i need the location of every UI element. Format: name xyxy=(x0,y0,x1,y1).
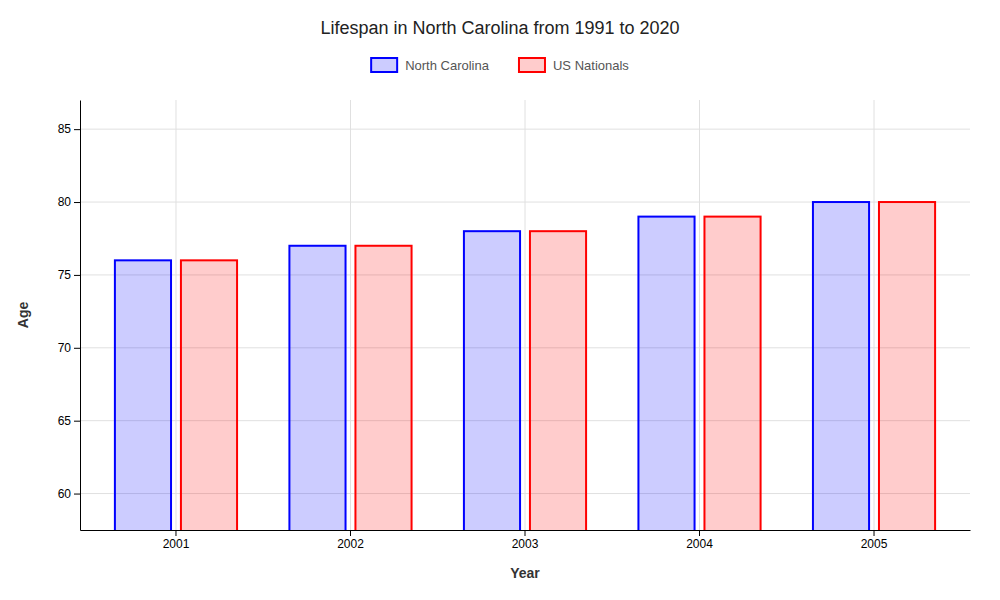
legend-swatch xyxy=(371,58,397,72)
x-tick-label: 2005 xyxy=(861,537,888,551)
x-tick: 2004 xyxy=(686,530,713,551)
y-tick-mark xyxy=(74,202,80,203)
x-tick-mark xyxy=(874,530,875,536)
bar xyxy=(355,246,411,530)
x-tick-label: 2002 xyxy=(337,537,364,551)
series-0 xyxy=(115,202,869,530)
plot-area: 60 65 70 75 80 85 2001 2002 2003 2004 2005 xyxy=(58,100,971,600)
bar xyxy=(638,217,694,530)
x-grid-line xyxy=(175,100,176,530)
x-tick-label: 2003 xyxy=(512,537,539,551)
y-tick-label: 60 xyxy=(58,487,72,501)
y-tick: 80 xyxy=(58,195,80,209)
series-1 xyxy=(181,202,935,530)
y-tick-mark xyxy=(74,494,80,495)
y-axis-line xyxy=(80,101,81,531)
bar xyxy=(813,202,869,530)
x-tick-mark xyxy=(175,530,176,536)
x-tick: 2001 xyxy=(163,530,190,551)
y-tick-label: 75 xyxy=(58,268,72,282)
legend-label: US Nationals xyxy=(553,58,629,73)
x-grid-line xyxy=(699,100,700,530)
x-tick-label: 2004 xyxy=(686,537,713,551)
x-tick: 2003 xyxy=(512,530,539,551)
y-tick: 60 xyxy=(58,487,80,501)
y-tick-label: 70 xyxy=(58,341,72,355)
x-tick-label: 2001 xyxy=(163,537,190,551)
x-tick-mark xyxy=(525,530,526,536)
y-tick: 65 xyxy=(58,414,80,428)
x-tick-mark xyxy=(699,530,700,536)
x-axis: 2001 2002 2003 2004 2005 xyxy=(81,530,971,551)
y-tick-mark xyxy=(74,129,80,130)
legend-swatch xyxy=(519,58,545,72)
x-grid-line xyxy=(350,100,351,530)
bar xyxy=(181,260,237,530)
y-tick: 85 xyxy=(58,122,80,136)
bar xyxy=(704,217,760,530)
legend: North Carolina US Nationals xyxy=(371,58,629,73)
bar xyxy=(530,231,586,530)
legend-item: North Carolina xyxy=(371,58,490,73)
legend-item: US Nationals xyxy=(519,58,629,73)
chart: 60 65 70 75 80 85 2001 2002 2003 2004 2005 Year Age L… xyxy=(0,0,1000,600)
y-tick-label: 80 xyxy=(58,195,72,209)
x-tick-mark xyxy=(350,530,351,536)
title: Lifespan in North Carolina from 1991 to … xyxy=(320,18,679,38)
x-grid-line xyxy=(874,100,875,530)
y-axis: 60 65 70 75 80 85 xyxy=(58,101,81,531)
y-tick-mark xyxy=(74,275,80,276)
y-tick-label: 65 xyxy=(58,414,72,428)
x-tick: 2005 xyxy=(861,530,888,551)
bar xyxy=(464,231,520,530)
y-axis-title: Age xyxy=(15,302,31,329)
y-tick-mark xyxy=(74,348,80,349)
y-tick: 75 xyxy=(58,268,80,282)
legend-label: North Carolina xyxy=(405,58,490,73)
y-tick-mark xyxy=(74,421,80,422)
y-tick-label: 85 xyxy=(58,122,72,136)
x-grid-line xyxy=(525,100,526,530)
x-tick: 2002 xyxy=(337,530,364,551)
bars xyxy=(115,202,935,530)
y-tick: 70 xyxy=(58,341,80,355)
x-axis-title: Year xyxy=(510,565,540,581)
bar xyxy=(289,246,345,530)
bar xyxy=(879,202,935,530)
bar xyxy=(115,260,171,530)
